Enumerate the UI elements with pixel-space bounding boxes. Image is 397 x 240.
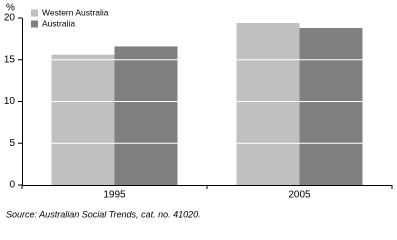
bar bbox=[114, 46, 178, 185]
y-tick-label: 10 bbox=[4, 96, 16, 107]
y-tick-label: 0 bbox=[9, 180, 15, 191]
legend-swatch bbox=[31, 20, 38, 28]
y-axis-label: % bbox=[6, 3, 15, 14]
bar bbox=[51, 54, 115, 185]
page: {"chart_data": {"type": "bar", "y_axis_l… bbox=[3, 2, 393, 220]
x-tick-label: 2005 bbox=[288, 190, 311, 201]
x-tick-label: 1995 bbox=[103, 190, 126, 201]
legend-text: Australia bbox=[42, 18, 75, 28]
chart: % Source: Australian Social Trends, cat.… bbox=[4, 3, 393, 219]
bar bbox=[299, 28, 363, 185]
y-tick-label: 5 bbox=[9, 138, 15, 149]
y-tick-label: 20 bbox=[4, 13, 16, 24]
bar bbox=[236, 23, 300, 186]
source-note: Source: Australian Social Trends, cat. n… bbox=[6, 209, 201, 219]
legend-swatch bbox=[31, 9, 38, 17]
y-tick-label: 15 bbox=[4, 54, 16, 65]
legend-text: Western Australia bbox=[42, 7, 109, 17]
